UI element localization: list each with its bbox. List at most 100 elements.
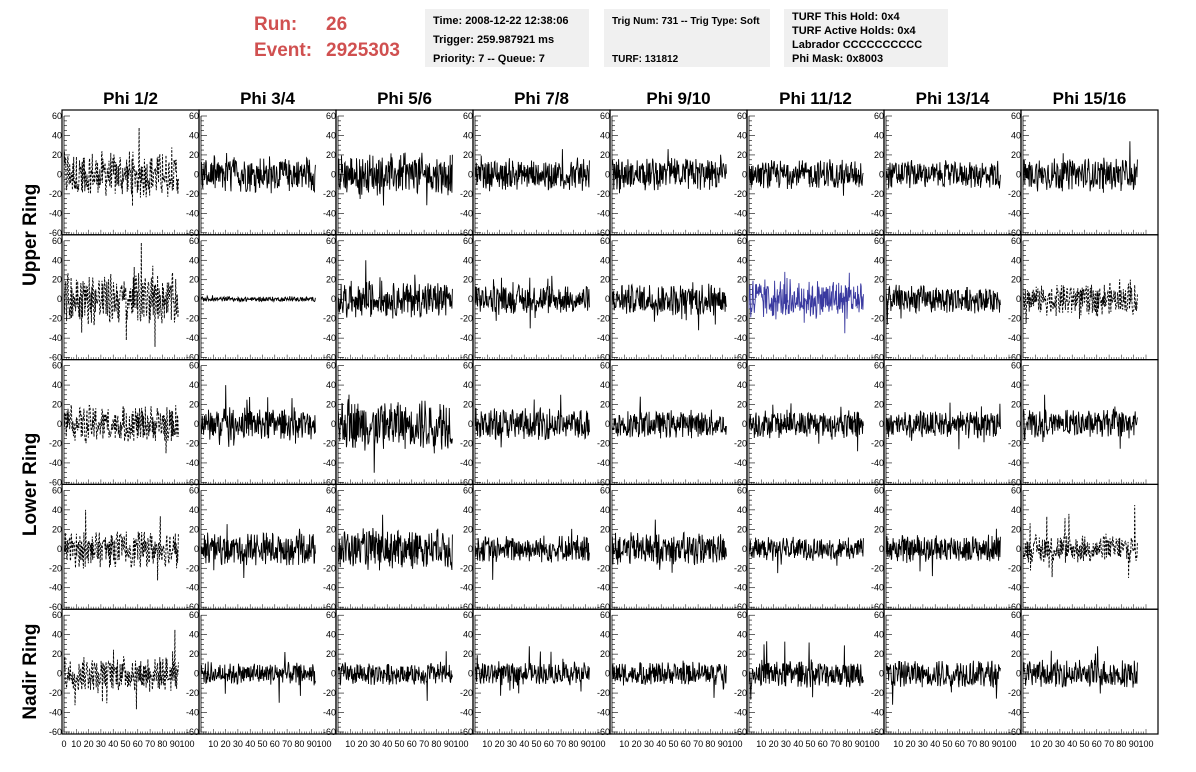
x-tick-label: 30	[918, 739, 928, 749]
event-value: 2925303	[326, 40, 400, 61]
y-tick-label: 40	[52, 505, 62, 515]
x-tick-label: 60	[133, 739, 143, 749]
y-tick-label: -20	[49, 189, 62, 199]
x-tick-label: 90	[718, 739, 728, 749]
y-tick-label: 60	[52, 610, 62, 620]
y-tick-label: -40	[734, 333, 747, 343]
y-tick-label: -60	[186, 477, 199, 487]
y-tick-label: 60	[737, 236, 747, 246]
waveform-trace	[337, 394, 453, 473]
x-tick-label: 100	[179, 739, 194, 749]
x-tick-label: 90	[581, 739, 591, 749]
y-tick-label: -60	[186, 353, 199, 363]
y-tick-label: 0	[468, 544, 473, 554]
y-tick-label: 40	[737, 505, 747, 515]
y-tick-label: -60	[734, 602, 747, 612]
y-tick-label: -60	[49, 477, 62, 487]
y-tick-label: 0	[194, 169, 199, 179]
y-tick-label: 60	[189, 361, 199, 371]
x-tick-label: 10	[208, 739, 218, 749]
y-tick-label: -60	[460, 353, 473, 363]
y-tick-label: 0	[1016, 169, 1021, 179]
y-tick-label: 0	[57, 294, 62, 304]
y-tick-label: -60	[460, 228, 473, 238]
y-tick-label: 60	[189, 610, 199, 620]
waveform-trace	[611, 282, 727, 331]
x-tick-label: 80	[568, 739, 578, 749]
y-tick-label: 60	[737, 610, 747, 620]
column-header: Phi 5/6	[377, 89, 432, 108]
waveform-trace	[885, 660, 1001, 705]
waveform-trace	[1022, 279, 1138, 324]
x-tick-label: 20	[221, 739, 231, 749]
x-tick-label: 100	[453, 739, 468, 749]
y-tick-label: -60	[323, 353, 336, 363]
waveform-trace	[885, 528, 1001, 577]
y-tick-label: 20	[189, 150, 199, 160]
y-tick-label: 40	[874, 380, 884, 390]
waveform-trace	[200, 651, 316, 703]
x-tick-label: 20	[632, 739, 642, 749]
y-tick-label: -20	[186, 314, 199, 324]
waveform-trace	[611, 660, 727, 698]
waveform-trace	[885, 402, 1001, 450]
waveform-trace	[337, 514, 453, 571]
y-tick-label: -40	[871, 208, 884, 218]
x-tick-label: 10	[756, 739, 766, 749]
x-tick-label: 20	[769, 739, 779, 749]
x-tick-label: 20	[84, 739, 94, 749]
x-tick-label: 20	[358, 739, 368, 749]
y-tick-label: -40	[323, 583, 336, 593]
x-tick-label: 0	[61, 739, 66, 749]
y-tick-label: 20	[52, 524, 62, 534]
y-tick-label: 40	[874, 505, 884, 515]
x-tick-label: 80	[979, 739, 989, 749]
x-tick-label: 80	[1116, 739, 1126, 749]
y-tick-label: -60	[597, 353, 610, 363]
y-tick-label: -20	[323, 189, 336, 199]
x-tick-label: 80	[705, 739, 715, 749]
y-tick-label: -60	[597, 602, 610, 612]
y-tick-label: 0	[468, 419, 473, 429]
waveform-trace	[748, 159, 864, 196]
y-tick-label: 40	[189, 380, 199, 390]
y-tick-label: -40	[323, 708, 336, 718]
turf-info-box: TURF This Hold: 0x4 TURF Active Holds: 0…	[784, 9, 948, 67]
x-tick-label: 40	[793, 739, 803, 749]
y-tick-label: 0	[1016, 669, 1021, 679]
y-tick-label: -40	[597, 333, 610, 343]
y-tick-label: 0	[742, 294, 747, 304]
y-tick-label: 20	[1011, 649, 1021, 659]
x-tick-label: 100	[316, 739, 331, 749]
y-tick-label: 0	[879, 294, 884, 304]
y-tick-label: -40	[49, 583, 62, 593]
waveform-trace	[200, 385, 316, 447]
x-tick-label: 70	[282, 739, 292, 749]
x-tick-label: 70	[556, 739, 566, 749]
y-tick-label: 60	[326, 485, 336, 495]
y-tick-label: 40	[189, 630, 199, 640]
y-tick-label: 60	[1011, 485, 1021, 495]
y-tick-label: 40	[600, 380, 610, 390]
y-tick-label: 0	[605, 419, 610, 429]
y-tick-label: -40	[460, 708, 473, 718]
y-tick-label: 60	[463, 485, 473, 495]
waveform-trace	[63, 629, 179, 710]
y-tick-label: -40	[734, 583, 747, 593]
waveform-trace	[63, 242, 179, 347]
y-tick-label: 60	[874, 485, 884, 495]
x-tick-label: 100	[1001, 739, 1016, 749]
y-tick-label: -40	[597, 208, 610, 218]
y-tick-label: -40	[186, 708, 199, 718]
x-tick-label: 10	[1030, 739, 1040, 749]
y-tick-label: 60	[600, 485, 610, 495]
y-tick-label: -60	[734, 477, 747, 487]
y-tick-label: 20	[463, 275, 473, 285]
y-tick-label: 0	[331, 419, 336, 429]
y-tick-label: -60	[1008, 477, 1021, 487]
x-tick-label: 60	[818, 739, 828, 749]
x-tick-label: 60	[955, 739, 965, 749]
y-tick-label: 0	[468, 169, 473, 179]
y-tick-label: 40	[1011, 255, 1021, 265]
y-tick-label: 40	[874, 255, 884, 265]
